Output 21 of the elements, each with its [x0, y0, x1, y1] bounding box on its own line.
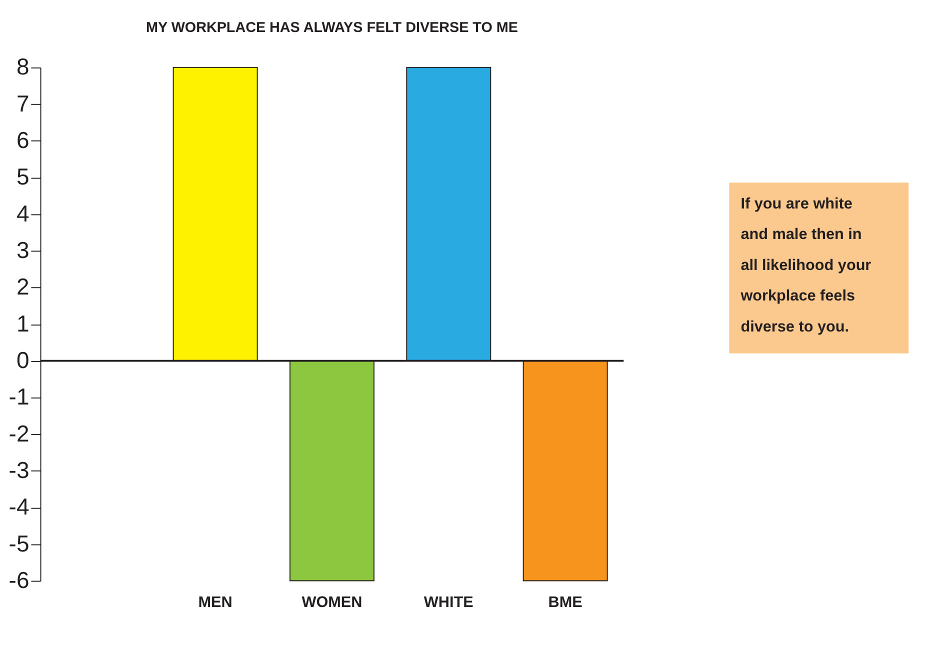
y-tick-label: 6	[16, 126, 30, 153]
y-tick-label: -1	[8, 384, 30, 410]
y-tick-label: 7	[16, 90, 30, 116]
y-tick-label: 5	[16, 164, 30, 190]
x-tick-label: WHITE	[424, 594, 474, 612]
x-tick-label: WOMEN	[302, 594, 362, 612]
y-tick-label: 8	[16, 54, 30, 80]
y-tick-label: -3	[8, 456, 30, 483]
y-tick-label: -6	[8, 566, 30, 593]
y-tick-label: -5	[8, 530, 30, 556]
y-tick-label: 2	[16, 274, 30, 300]
y-tick-label: -2	[8, 420, 30, 446]
text: If you are white and male then in all likelihood your workplace feels diverse to you.	[740, 196, 872, 336]
y-tick-label: 1	[16, 310, 30, 336]
x-tick-label: MEN	[198, 594, 232, 612]
x-tick-label: BME	[548, 594, 582, 612]
chart-title: MY WORKPLACE HAS ALWAYS FELT DIVERSE TO ME	[146, 20, 518, 36]
y-tick-label: -4	[8, 494, 30, 520]
y-tick-label: 3	[16, 236, 30, 263]
y-tick-label: 4	[16, 200, 30, 226]
y-tick-label: 0	[16, 346, 30, 373]
